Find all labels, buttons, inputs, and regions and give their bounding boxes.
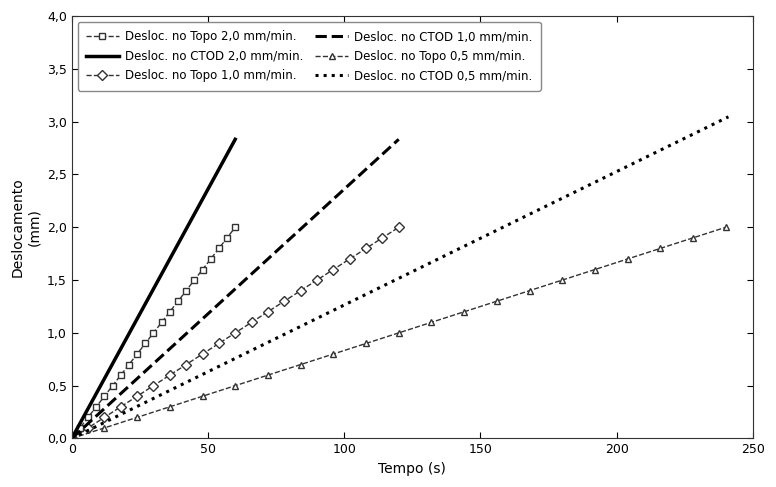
X-axis label: Tempo (s): Tempo (s) bbox=[379, 462, 446, 476]
Y-axis label: Deslocamento
(mm): Deslocamento (mm) bbox=[11, 177, 41, 277]
Legend: Desloc. no Topo 2,0 mm/min., Desloc. no CTOD 2,0 mm/min., Desloc. no Topo 1,0 mm: Desloc. no Topo 2,0 mm/min., Desloc. no … bbox=[78, 22, 541, 91]
